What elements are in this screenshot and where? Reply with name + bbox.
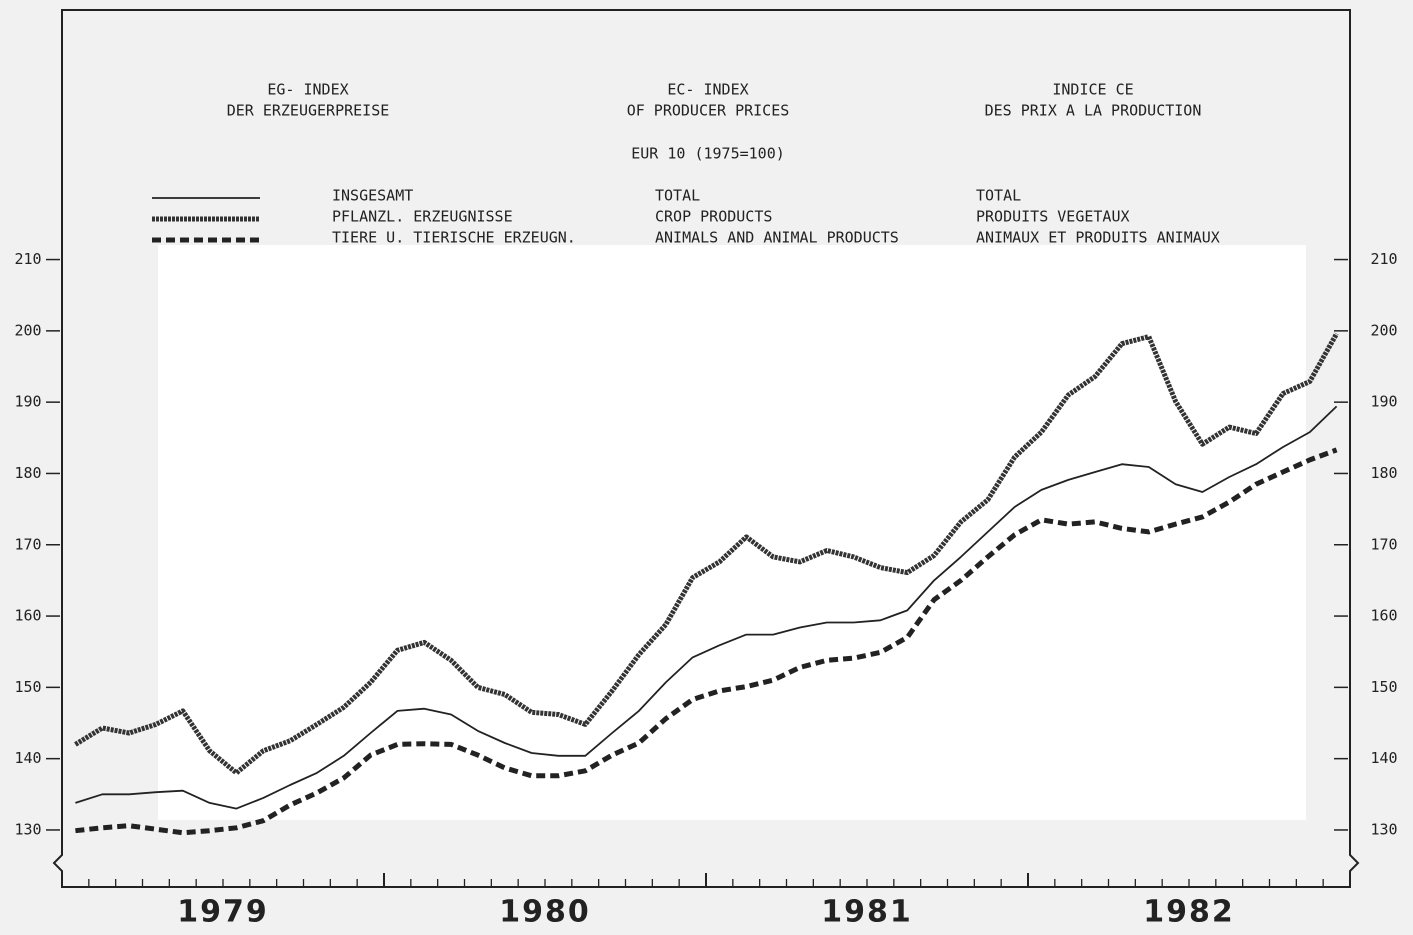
y-tick-label: 200 bbox=[14, 321, 41, 339]
y2-tick-label: 190 bbox=[1370, 393, 1397, 411]
y2-tick-label: 160 bbox=[1370, 607, 1397, 625]
year-label: 1981 bbox=[821, 895, 913, 930]
year-label: 1982 bbox=[1143, 895, 1235, 930]
y-tick-label: 140 bbox=[14, 749, 41, 767]
y2-tick-label: 170 bbox=[1370, 535, 1397, 553]
y-tick-label: 160 bbox=[14, 607, 41, 625]
y2-tick-label: 200 bbox=[1370, 321, 1397, 339]
y-tick-label: 210 bbox=[14, 250, 41, 268]
year-label: 1980 bbox=[499, 895, 591, 930]
series-line bbox=[74, 332, 1339, 776]
legend-label: TOTAL bbox=[655, 187, 700, 205]
title: DER ERZEUGERPREISE bbox=[227, 102, 390, 120]
legend-label: TIERE U. TIERISCHE ERZEUGN. bbox=[332, 229, 576, 247]
series-line bbox=[75, 405, 1338, 810]
plot-background bbox=[158, 245, 1306, 820]
y2-tick-label: 180 bbox=[1370, 464, 1397, 482]
title: INDICE CE bbox=[1052, 81, 1133, 99]
series-line bbox=[75, 447, 1338, 836]
y2-tick-label: 210 bbox=[1370, 250, 1397, 268]
legend-label: CROP PRODUCTS bbox=[655, 208, 772, 226]
y2-tick-label: 130 bbox=[1370, 820, 1397, 838]
legend-label: TOTAL bbox=[976, 187, 1021, 205]
title: OF PRODUCER PRICES bbox=[627, 102, 790, 120]
y-tick-label: 180 bbox=[14, 464, 41, 482]
title: DES PRIX A LA PRODUCTION bbox=[985, 102, 1202, 120]
legend-label: ANIMAUX ET PRODUITS ANIMAUX bbox=[976, 229, 1220, 247]
y-tick-label: 190 bbox=[14, 393, 41, 411]
year-label: 1979 bbox=[177, 895, 269, 930]
subtitle: EUR 10 (1975=100) bbox=[631, 145, 785, 163]
title: EC- INDEX bbox=[667, 81, 748, 99]
y-tick-label: 150 bbox=[14, 678, 41, 696]
y-tick-label: 170 bbox=[14, 535, 41, 553]
frame bbox=[52, 9, 1360, 888]
y2-tick-label: 150 bbox=[1370, 678, 1397, 696]
y-tick-label: 130 bbox=[14, 820, 41, 838]
legend-label: PFLANZL. ERZEUGNISSE bbox=[332, 208, 513, 226]
legend-label: ANIMALS AND ANIMAL PRODUCTS bbox=[655, 229, 899, 247]
title: EG- INDEX bbox=[267, 81, 348, 99]
y2-tick-label: 140 bbox=[1370, 749, 1397, 767]
legend-label: INSGESAMT bbox=[332, 187, 413, 205]
legend-label: PRODUITS VEGETAUX bbox=[976, 208, 1130, 226]
